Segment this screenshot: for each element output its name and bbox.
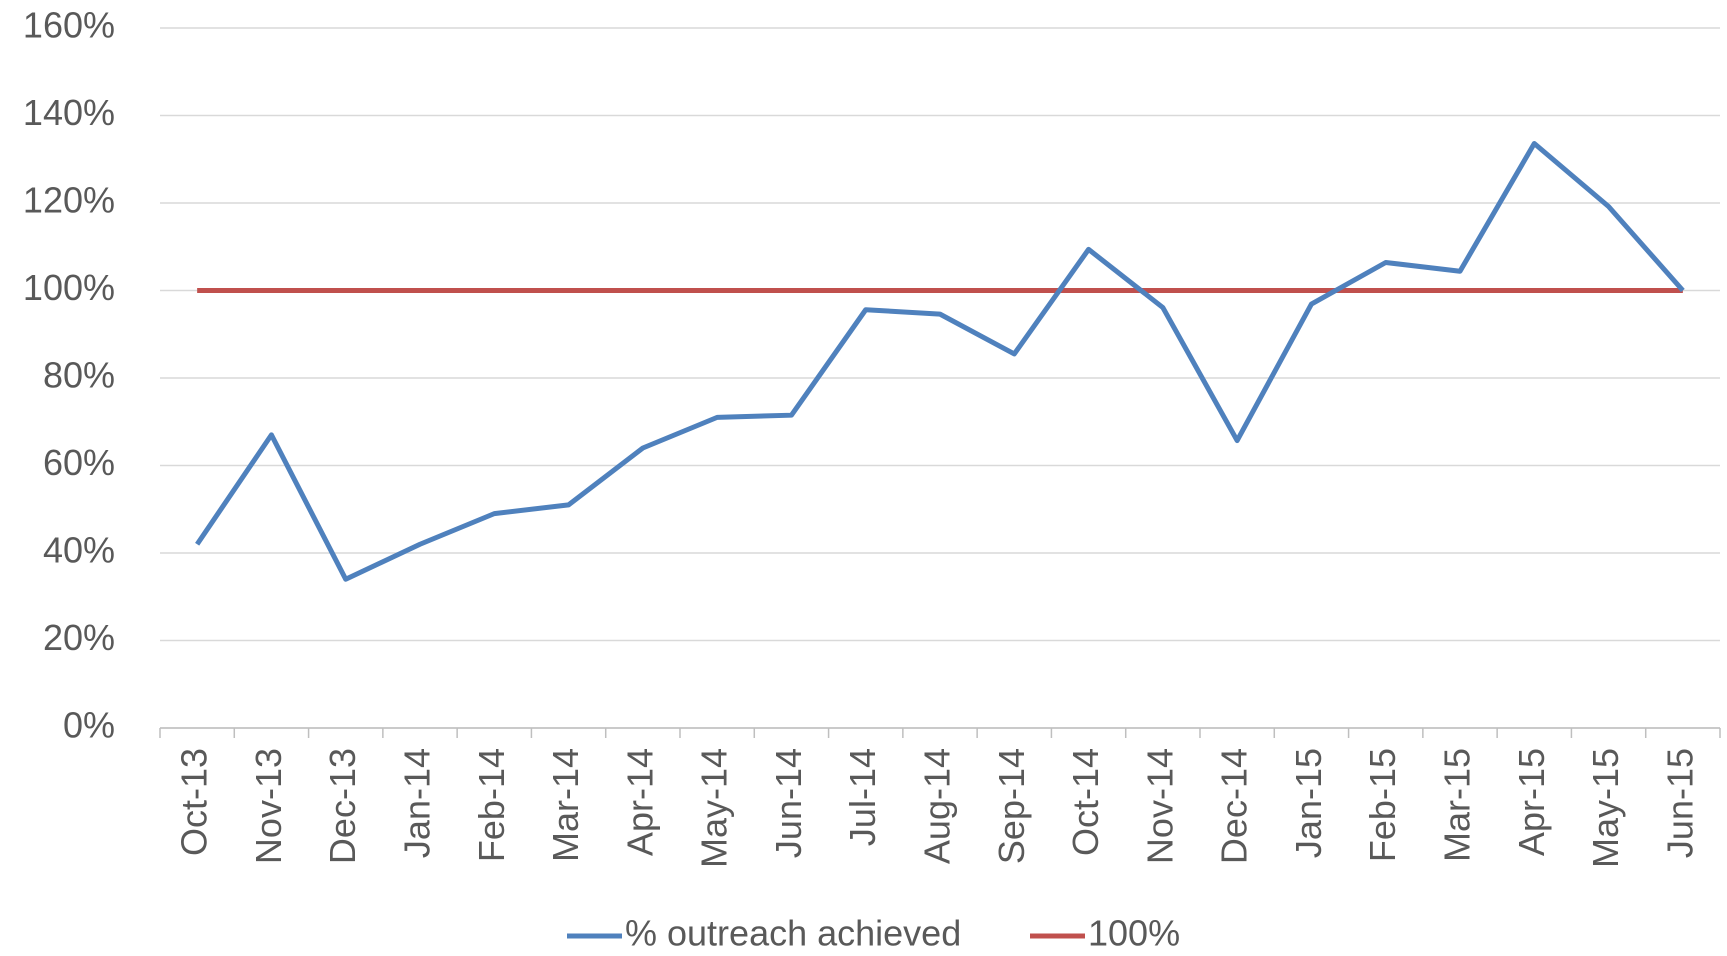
x-tick-label: Jan-14 <box>397 748 438 858</box>
y-tick-label: 80% <box>43 355 115 396</box>
x-tick-label: May-15 <box>1585 748 1626 868</box>
x-tick-label: Oct-14 <box>1065 748 1106 856</box>
x-tick-label: Jun-14 <box>768 748 809 858</box>
x-tick-label: Aug-14 <box>917 748 958 864</box>
x-tick-label: May-14 <box>694 748 735 868</box>
y-tick-label: 120% <box>23 180 115 221</box>
x-tick-label: Sep-14 <box>991 748 1032 864</box>
x-tick-label: Dec-13 <box>322 748 363 864</box>
y-tick-label: 100% <box>23 267 115 308</box>
x-tick-label: Mar-14 <box>545 748 586 862</box>
y-tick-label: 20% <box>43 617 115 658</box>
x-tick-label: Nov-14 <box>1139 748 1180 864</box>
legend-label: % outreach achieved <box>625 913 961 954</box>
y-tick-label: 60% <box>43 442 115 483</box>
x-tick-label: Jan-15 <box>1288 748 1329 858</box>
x-tick-label: Feb-15 <box>1362 748 1403 862</box>
y-tick-label: 140% <box>23 92 115 133</box>
x-tick-label: Oct-13 <box>174 748 215 856</box>
legend-label: 100% <box>1088 913 1180 954</box>
data-line <box>195 141 1685 582</box>
y-tick-label: 160% <box>23 5 115 46</box>
x-tick-label: Mar-15 <box>1437 748 1478 862</box>
x-tick-label: Dec-14 <box>1214 748 1255 864</box>
x-tick-label: Feb-14 <box>471 748 512 862</box>
x-tick-label: Nov-13 <box>248 748 289 864</box>
x-tick-label: Apr-15 <box>1511 748 1552 856</box>
x-tick-label: Jul-14 <box>842 748 883 846</box>
x-tick-label: Jun-15 <box>1659 748 1700 858</box>
y-tick-label: 0% <box>63 705 115 746</box>
x-tick-label: Apr-14 <box>619 748 660 856</box>
y-tick-label: 40% <box>43 530 115 571</box>
